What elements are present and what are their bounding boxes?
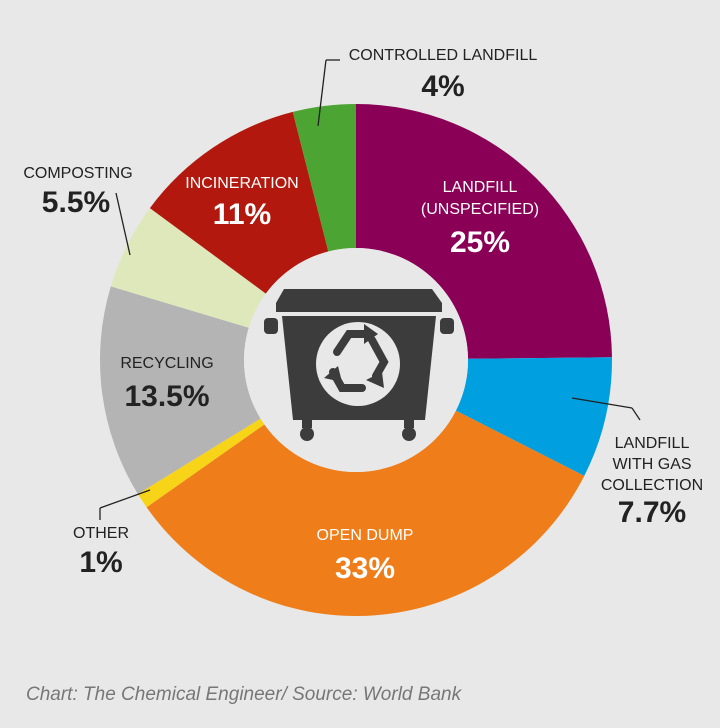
leader-composting xyxy=(115,192,131,256)
label-landfill-gas-line2: WITH GAS xyxy=(612,456,691,473)
label-recycling: RECYCLING xyxy=(120,355,213,372)
slices-group xyxy=(99,104,612,617)
value-landfill-gas: 7.7% xyxy=(618,496,686,529)
slice-open-dump xyxy=(146,410,585,617)
label-landfill-unspecified-line1: LANDFILL xyxy=(443,179,518,196)
label-landfill-gas-line3: COLLECTION xyxy=(601,477,703,494)
slice-incineration xyxy=(149,111,329,294)
value-other: 1% xyxy=(79,546,122,579)
value-open-dump: 33% xyxy=(335,552,395,585)
slice-controlled-landfill xyxy=(292,104,356,252)
slice-other xyxy=(137,418,265,508)
value-landfill-unspecified: 25% xyxy=(450,226,510,259)
leader-lines xyxy=(99,59,641,520)
slice-landfill-unspecified xyxy=(356,104,612,359)
label-controlled-landfill: CONTROLLED LANDFILL xyxy=(349,47,538,64)
value-controlled-landfill: 4% xyxy=(421,70,464,103)
leader-other xyxy=(99,489,151,509)
slice-composting xyxy=(110,208,266,328)
leader-landfill-gas xyxy=(571,397,633,409)
slice-labels: LANDFILL (UNSPECIFIED) 25% LANDFILL WITH… xyxy=(23,47,703,585)
slice-landfill-with-gas-collection xyxy=(455,357,612,476)
source-credit: Chart: The Chemical Engineer/ Source: Wo… xyxy=(26,684,462,705)
value-recycling: 13.5% xyxy=(124,380,209,413)
label-landfill-unspecified-line2: (UNSPECIFIED) xyxy=(421,201,539,218)
slice-recycling xyxy=(99,286,261,494)
label-incineration: INCINERATION xyxy=(185,175,298,192)
leader-controlled-landfill xyxy=(317,59,327,127)
label-open-dump: OPEN DUMP xyxy=(317,527,414,544)
label-other: OTHER xyxy=(73,525,129,542)
leader-landfill-gas-tick xyxy=(631,407,641,421)
recycling-bin-icon xyxy=(264,289,454,441)
label-landfill-gas-line1: LANDFILL xyxy=(615,435,690,452)
value-incineration: 11% xyxy=(213,198,271,231)
label-composting: COMPOSTING xyxy=(23,165,132,182)
donut-chart: LANDFILL (UNSPECIFIED) 25% LANDFILL WITH… xyxy=(23,47,703,617)
value-composting: 5.5% xyxy=(42,186,110,219)
